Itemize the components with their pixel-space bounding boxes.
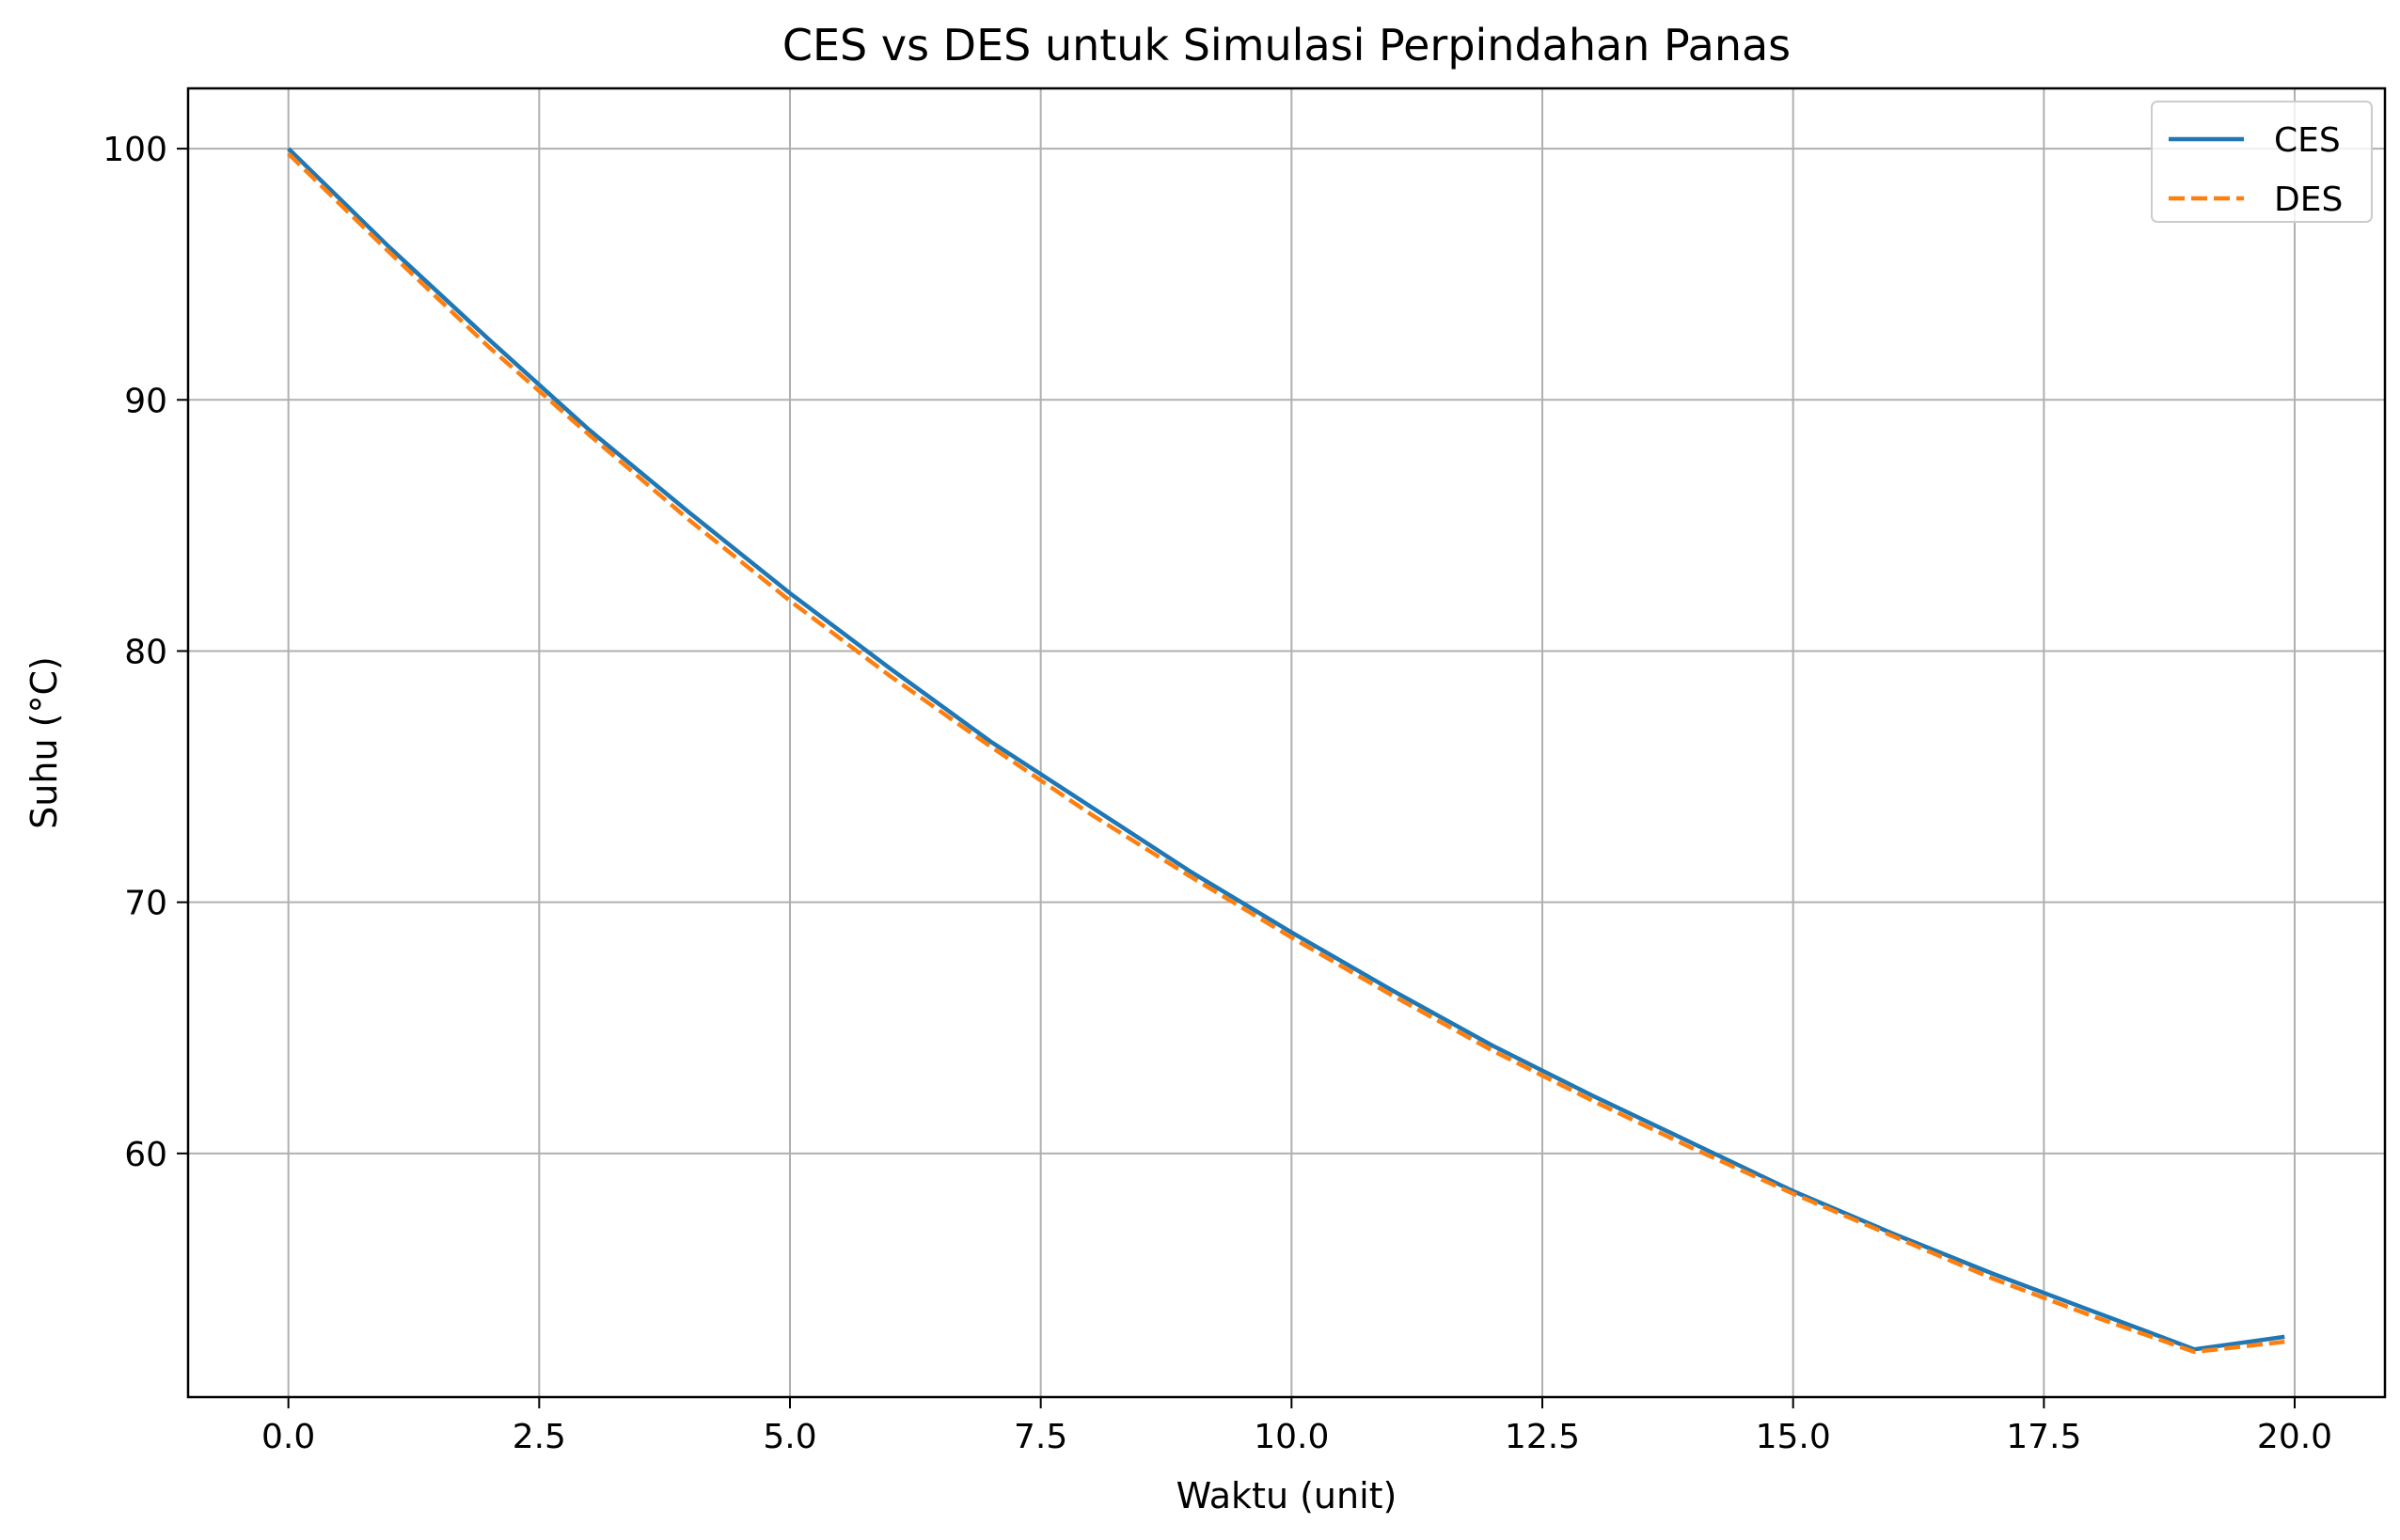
- plot-frame: [186, 86, 2387, 1399]
- legend: CES DES: [2151, 101, 2373, 223]
- x-tick-label: 15.0: [1756, 1418, 1831, 1456]
- y-tick-label: 80: [124, 633, 167, 671]
- y-axis: 60 70 80 90 100: [103, 131, 188, 1174]
- y-tick-label: 90: [124, 382, 167, 420]
- chart-title: CES vs DES untuk Simulasi Perpindahan Pa…: [782, 20, 1791, 71]
- y-tick-label: 60: [124, 1136, 167, 1174]
- x-tick-label: 5.0: [763, 1418, 816, 1456]
- y-axis-label: Suhu (°C): [24, 656, 65, 829]
- y-tick-label: 70: [124, 885, 167, 923]
- y-tick-label: 100: [103, 131, 167, 169]
- x-axis-label: Waktu (unit): [1176, 1475, 1397, 1516]
- legend-label-ces: CES: [2274, 121, 2341, 160]
- x-tick-label: 20.0: [2257, 1418, 2332, 1456]
- x-tick-label: 12.5: [1505, 1418, 1580, 1456]
- x-tick-label: 10.0: [1254, 1418, 1329, 1456]
- series-line-des: [287, 151, 2285, 1355]
- x-tick-label: 7.5: [1014, 1418, 1067, 1456]
- x-tick-label: 17.5: [2006, 1418, 2081, 1456]
- x-tick-label: 0.0: [261, 1418, 315, 1456]
- grid: [188, 88, 2385, 1397]
- legend-label-des: DES: [2274, 181, 2343, 219]
- series-line-ces: [287, 147, 2285, 1352]
- legend-box: [2151, 101, 2373, 223]
- x-tick-label: 2.5: [513, 1418, 566, 1456]
- series-layer: [287, 147, 2285, 1355]
- x-axis: 0.0 2.5 5.0 7.5 10.0 12.5 15.0 17.5 20.0: [261, 1397, 2332, 1456]
